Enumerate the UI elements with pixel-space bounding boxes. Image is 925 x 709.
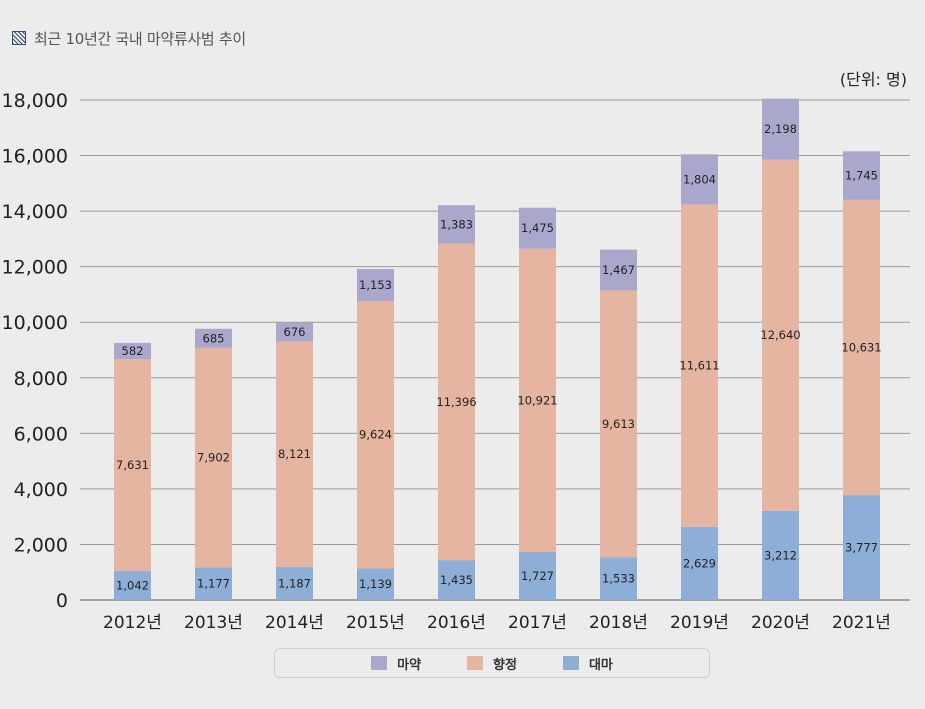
- data-label: 1,153: [359, 278, 392, 292]
- legend-swatch-psychotropics: [467, 656, 484, 670]
- data-label: 7,902: [197, 451, 230, 465]
- data-label: 1,042: [116, 579, 149, 593]
- bar-segment: [681, 526, 718, 600]
- data-label: 12,640: [760, 328, 800, 342]
- y-tick-label: 0: [56, 590, 68, 612]
- y-tick-label: 18,000: [2, 90, 68, 112]
- bar-segment: [600, 557, 637, 600]
- legend-label-psychotropics: 향정: [493, 657, 517, 673]
- data-label: 1,139: [359, 577, 392, 591]
- bar-segment: [276, 567, 313, 600]
- bar-segment: [438, 560, 475, 600]
- x-tick-label: 2017년: [508, 613, 567, 633]
- chart-title: 최근 10년간 국내 마약류사범 추이: [34, 29, 246, 48]
- x-tick-label: 2019년: [670, 613, 729, 633]
- legend-item-psychotropics: 향정: [467, 654, 517, 673]
- y-tick-label: 6,000: [14, 423, 68, 445]
- bar-segment: [114, 342, 151, 360]
- data-label: 1,187: [278, 577, 311, 591]
- y-tick-label: 8,000: [14, 368, 68, 390]
- data-label: 10,631: [841, 340, 881, 354]
- y-tick-label: 4,000: [14, 479, 68, 501]
- bar-segment: [357, 269, 394, 302]
- stacked-bar-chart: 0 2,000 4,000 6,000 8,000 10,000 12,000 14,000 1…: [2, 90, 910, 633]
- data-label: 9,624: [359, 428, 392, 442]
- bar-segment: [114, 571, 151, 600]
- bar-segment: [276, 322, 313, 342]
- legend-swatch-narcotics: [371, 656, 388, 670]
- unit-label: (단위: 명): [839, 70, 907, 89]
- data-label: 582: [122, 344, 144, 358]
- x-tick-label: 2021년: [832, 613, 891, 633]
- y-tick-label: 14,000: [2, 201, 68, 223]
- data-label: 1,727: [521, 569, 554, 583]
- hatched-square-icon: [12, 31, 26, 45]
- x-tick-label: 2020년: [751, 613, 810, 633]
- legend-label-narcotics: 마약: [397, 657, 422, 673]
- bar-segment: [438, 243, 475, 561]
- data-label: 685: [203, 331, 225, 345]
- x-tick-label: 2013년: [184, 613, 243, 633]
- bar-segment: [519, 207, 556, 249]
- bar-segment: [843, 199, 880, 496]
- bar-segment: [762, 98, 799, 160]
- data-label: 3,777: [845, 541, 878, 555]
- data-label: 8,121: [278, 447, 311, 461]
- legend-item-cannabis: 대마: [562, 654, 613, 673]
- bar-segment: [195, 567, 232, 600]
- y-tick-label: 12,000: [2, 257, 68, 279]
- legend-item-narcotics: 마약: [371, 654, 421, 673]
- data-label: 3,212: [764, 548, 797, 562]
- bar-segment: [357, 568, 394, 600]
- bar-segment: [762, 510, 799, 600]
- data-label: 11,611: [679, 359, 719, 373]
- x-tick-label: 2014년: [265, 613, 324, 633]
- legend-swatch-cannabis: [562, 656, 579, 670]
- bar-segment: [519, 248, 556, 553]
- chart-title-row: 최근 10년간 국내 마약류사범 추이: [12, 26, 246, 50]
- bar-segment: [843, 495, 880, 600]
- data-label: 1,435: [440, 573, 473, 587]
- y-tick-label: 16,000: [2, 146, 68, 168]
- bar-segment: [519, 552, 556, 600]
- data-label: 1,467: [602, 263, 635, 277]
- bar-segment: [762, 159, 799, 511]
- bar-segment: [600, 290, 637, 558]
- bar-segment: [681, 204, 718, 527]
- data-label: 2,629: [683, 556, 716, 570]
- bar-segment: [195, 347, 232, 568]
- data-label: 676: [284, 325, 306, 339]
- bar-segment: [195, 328, 232, 348]
- bar-segment: [357, 301, 394, 569]
- data-label: 1,383: [440, 217, 473, 231]
- bar-segment: [681, 154, 718, 205]
- bar-segment: [114, 359, 151, 572]
- data-label: 2,198: [764, 122, 797, 136]
- data-label: 1,177: [197, 577, 230, 591]
- data-label: 1,533: [602, 572, 635, 586]
- x-tick-label: 2012년: [103, 613, 162, 633]
- legend-label-cannabis: 대마: [588, 657, 613, 673]
- chart-legend: 마약 향정 대마: [274, 648, 710, 678]
- data-label: 1,475: [521, 221, 554, 235]
- x-tick-label: 2015년: [346, 613, 405, 633]
- data-label: 9,613: [602, 417, 635, 431]
- bar-segment: [843, 151, 880, 200]
- bar-segment: [438, 205, 475, 244]
- x-tick-label: 2018년: [589, 613, 648, 633]
- bar-segment: [600, 249, 637, 291]
- x-tick-label: 2016년: [427, 613, 486, 633]
- data-label: 1,745: [845, 169, 878, 183]
- data-label: 1,804: [683, 172, 716, 186]
- y-tick-label: 10,000: [2, 312, 68, 334]
- data-label: 11,396: [436, 395, 476, 409]
- y-tick-label: 2,000: [14, 534, 68, 556]
- data-label: 7,631: [116, 458, 149, 472]
- bar-segment: [276, 341, 313, 568]
- data-label: 10,921: [517, 393, 557, 407]
